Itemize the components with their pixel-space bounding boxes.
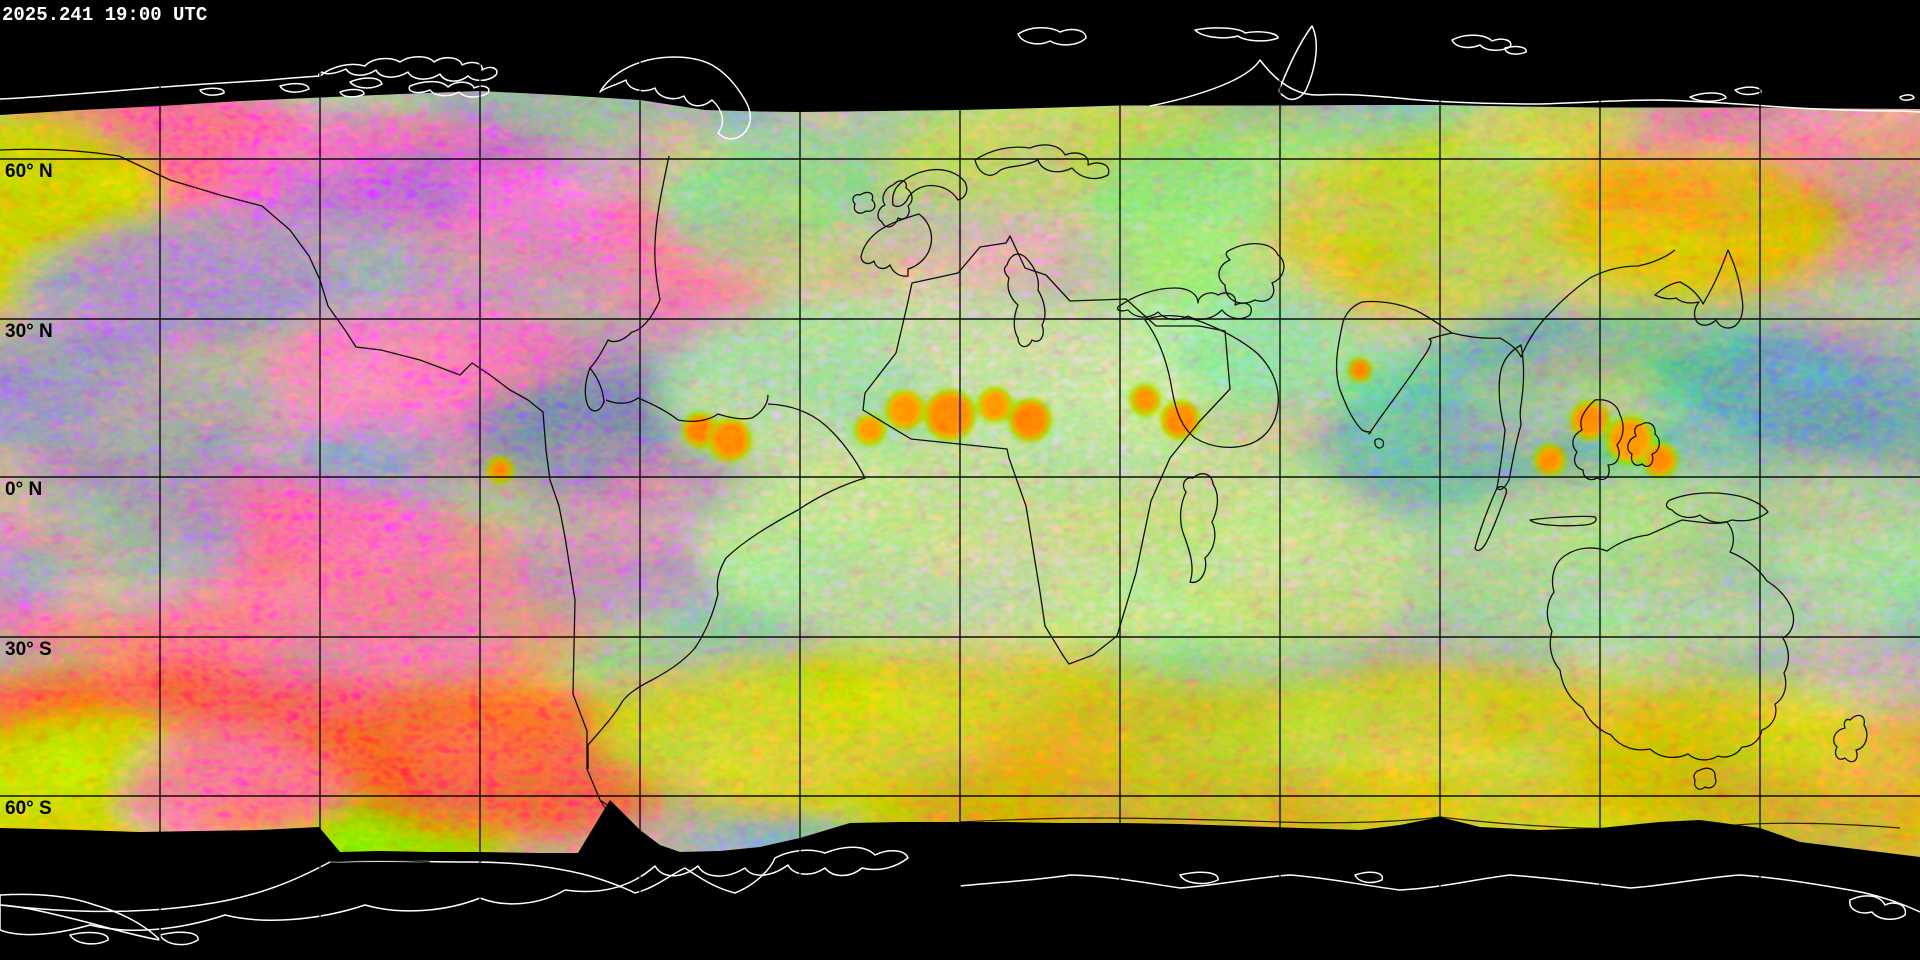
svg-text:30° N: 30° N [5,321,53,342]
svg-text:30° S: 30° S [5,639,52,660]
svg-text:60° N: 60° N [5,161,53,182]
svg-text:2025.241 19:00 UTC: 2025.241 19:00 UTC [2,4,207,26]
svg-text:60° S: 60° S [5,798,52,819]
svg-text:0° N: 0° N [5,479,42,500]
